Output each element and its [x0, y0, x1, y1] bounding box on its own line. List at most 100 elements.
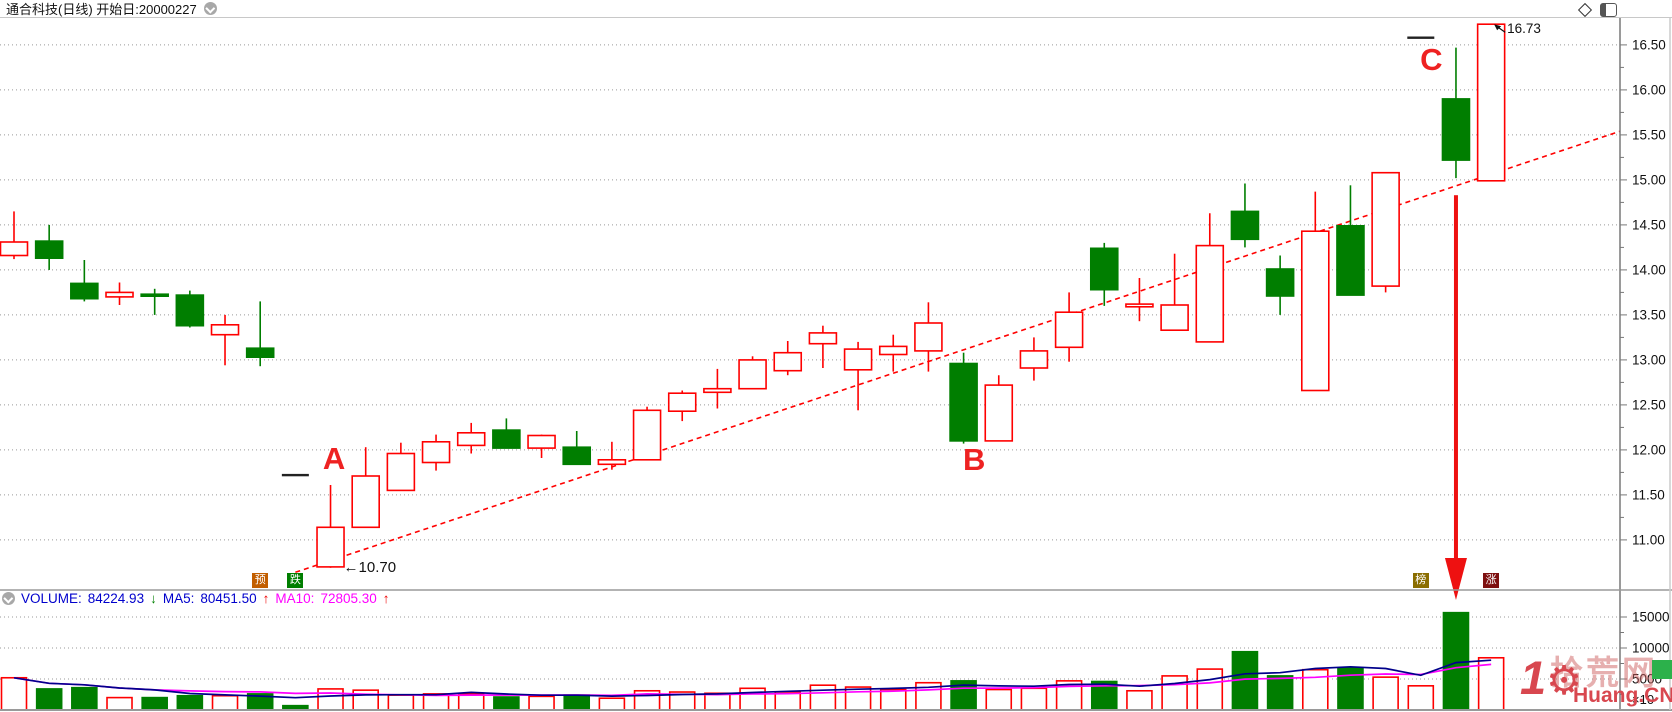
- candle-body[interactable]: [1019, 350, 1049, 369]
- volume-bar[interactable]: [1126, 689, 1153, 711]
- volume-down-arrow-icon: ↓: [150, 591, 157, 606]
- volume-bar[interactable]: [317, 688, 344, 711]
- candle-body[interactable]: [1125, 303, 1154, 308]
- candle-body[interactable]: [0, 241, 29, 257]
- price-axis-label: 12.50: [1632, 397, 1666, 412]
- volume-bar[interactable]: [387, 694, 415, 711]
- candle-body[interactable]: [245, 347, 275, 359]
- volume-bar[interactable]: [71, 686, 98, 711]
- volume-bar[interactable]: [598, 697, 626, 711]
- flat-candle-dash[interactable]: [281, 473, 309, 477]
- title-bar: 通合科技(日线) 开始日:20000227: [0, 0, 1672, 18]
- candle-body[interactable]: [70, 282, 99, 300]
- candle-body[interactable]: [34, 240, 64, 260]
- volume-bar[interactable]: [1196, 668, 1224, 711]
- candle-body[interactable]: [597, 458, 627, 466]
- high-price-callout: 16.73: [1507, 21, 1541, 36]
- candle-body[interactable]: [351, 475, 381, 529]
- price-axis-label: 11.00: [1632, 532, 1665, 547]
- flat-candle-dash[interactable]: [1407, 36, 1435, 39]
- volume-header: VOLUME: 84224.93 ↓ MA5: 80451.50 ↑ MA10: 7…: [2, 590, 390, 607]
- volume-bar[interactable]: [493, 696, 520, 711]
- volume-bar[interactable]: [35, 688, 63, 711]
- candle-body[interactable]: [1265, 268, 1295, 297]
- candle-body[interactable]: [492, 429, 521, 449]
- candle-body[interactable]: [949, 362, 978, 442]
- candle-body[interactable]: [914, 322, 943, 352]
- chart-title: 通合科技(日线) 开始日:20000227: [6, 2, 197, 17]
- volume-bar[interactable]: [1372, 676, 1399, 711]
- candle-body[interactable]: [1230, 210, 1260, 241]
- volume-bar[interactable]: [457, 693, 485, 711]
- down-arrow-shaft: [1453, 195, 1458, 562]
- event-marker-预[interactable]: 预: [252, 573, 269, 588]
- candle-body[interactable]: [456, 431, 486, 447]
- volume-bar[interactable]: [704, 692, 731, 711]
- volume-bar[interactable]: [1301, 668, 1329, 711]
- volume-collapse-chevron-icon[interactable]: [2, 592, 15, 605]
- volume-value: 84224.93: [87, 591, 145, 606]
- candle-body[interactable]: [738, 359, 767, 390]
- candle-body[interactable]: [421, 440, 451, 464]
- event-marker-跌[interactable]: 跌: [287, 573, 304, 588]
- volume-bar[interactable]: [176, 694, 204, 711]
- watermark-site-cn: 拾荒网: [1550, 654, 1658, 691]
- candle-body[interactable]: [1300, 230, 1330, 392]
- volume-bar[interactable]: [211, 694, 239, 711]
- ma10-value: 72805.30: [320, 591, 377, 606]
- volume-bar[interactable]: [106, 696, 133, 711]
- event-marker-涨[interactable]: 涨: [1483, 573, 1500, 588]
- candle-body[interactable]: [140, 293, 169, 298]
- candle-body[interactable]: [843, 348, 873, 371]
- candle-body[interactable]: [878, 345, 908, 356]
- price-axis-label: 11.50: [1632, 487, 1665, 502]
- candle-body[interactable]: [386, 452, 416, 492]
- candle-body[interactable]: [105, 291, 134, 298]
- candle-body[interactable]: [1441, 98, 1471, 161]
- ma10-label: MA10:: [275, 591, 315, 606]
- volume-bar[interactable]: [528, 695, 555, 711]
- candle-body[interactable]: [210, 323, 240, 336]
- candle-body[interactable]: [562, 446, 592, 466]
- volume-bar[interactable]: [141, 696, 168, 711]
- volume-bar[interactable]: [563, 694, 591, 711]
- candle-body[interactable]: [984, 384, 1014, 442]
- volume-bar[interactable]: [0, 676, 28, 711]
- volume-bar[interactable]: [1266, 675, 1294, 711]
- volume-bar[interactable]: [879, 688, 907, 711]
- gear-icon: ⚙: [1546, 659, 1582, 703]
- volume-bar[interactable]: [844, 686, 872, 711]
- volume-bar[interactable]: [422, 693, 450, 711]
- candle-body[interactable]: [527, 434, 556, 449]
- volume-bar[interactable]: [774, 691, 802, 711]
- candle-body[interactable]: [667, 392, 697, 413]
- candle-body[interactable]: [1160, 304, 1189, 332]
- price-axis-label: 14.00: [1632, 262, 1666, 277]
- volume-bar[interactable]: [1161, 675, 1188, 711]
- event-marker-榜[interactable]: 榜: [1412, 573, 1429, 588]
- volume-bar[interactable]: [985, 688, 1013, 711]
- candle-body[interactable]: [1089, 247, 1119, 291]
- chevron-down-icon[interactable]: [203, 2, 217, 15]
- candle-body[interactable]: [1336, 225, 1365, 296]
- candle-body[interactable]: [808, 332, 838, 345]
- low-price-callout: ←10.70: [344, 559, 397, 576]
- volume-bar[interactable]: [809, 684, 837, 711]
- candle-body[interactable]: [1476, 23, 1506, 182]
- price-axis-label: 13.00: [1632, 352, 1666, 367]
- candle-body[interactable]: [1195, 244, 1225, 343]
- candle-body[interactable]: [1371, 171, 1400, 287]
- candle-body[interactable]: [175, 294, 205, 327]
- volume-bar[interactable]: [1020, 687, 1048, 711]
- candle-body[interactable]: [316, 526, 345, 568]
- panel-toggle-icon[interactable]: [1600, 2, 1617, 17]
- candle-body[interactable]: [703, 387, 732, 394]
- candle-body[interactable]: [773, 351, 803, 372]
- volume-label: VOLUME:: [21, 591, 82, 606]
- volume-bar[interactable]: [1407, 685, 1435, 711]
- candle-body[interactable]: [1054, 311, 1084, 349]
- annotation-letter-C: C: [1420, 42, 1442, 77]
- candle-body[interactable]: [632, 409, 662, 461]
